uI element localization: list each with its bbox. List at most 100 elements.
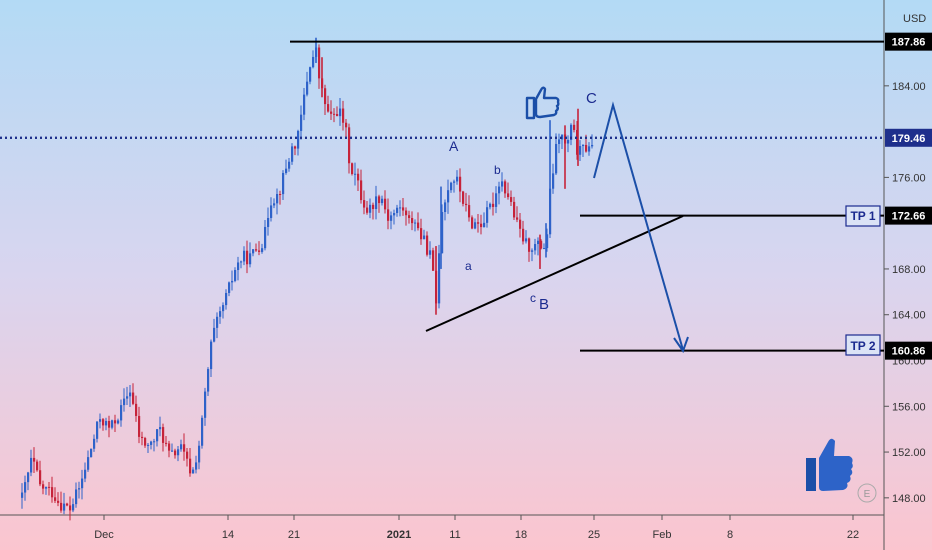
candle-body bbox=[234, 270, 237, 281]
candle-body bbox=[552, 173, 555, 189]
candle-body bbox=[339, 108, 342, 117]
candle-body bbox=[519, 219, 522, 229]
candle-body bbox=[543, 248, 546, 250]
candle-body bbox=[207, 369, 210, 392]
candle-body bbox=[93, 438, 96, 449]
candle-body bbox=[72, 504, 75, 511]
candle-body bbox=[69, 505, 72, 511]
candle-body bbox=[438, 253, 441, 304]
candle-body bbox=[87, 457, 90, 470]
candle-body bbox=[150, 441, 153, 445]
candle-body bbox=[78, 488, 81, 490]
candle-body bbox=[384, 198, 387, 210]
candle-body bbox=[486, 207, 489, 223]
candle-body bbox=[297, 130, 300, 149]
candle-body bbox=[408, 215, 411, 219]
candle-body bbox=[276, 194, 279, 204]
x-tick-label: 25 bbox=[588, 529, 600, 541]
x-tick-label: Feb bbox=[653, 529, 672, 541]
candle-body bbox=[573, 124, 576, 130]
price-tag-label: 179.46 bbox=[892, 133, 926, 145]
candle-body bbox=[432, 250, 435, 271]
candle-body bbox=[423, 235, 426, 240]
candle-body bbox=[483, 222, 486, 228]
candle-body bbox=[522, 228, 525, 242]
thumbs-up-outline-icon bbox=[525, 86, 560, 120]
candle-body bbox=[117, 420, 120, 424]
x-tick-label: 11 bbox=[449, 529, 460, 541]
candle-body bbox=[381, 198, 384, 204]
candle-body bbox=[153, 441, 156, 443]
candle-body bbox=[294, 146, 297, 149]
candle-body bbox=[375, 196, 378, 210]
candle-body bbox=[441, 212, 444, 254]
candle-body bbox=[588, 146, 591, 152]
projected-path bbox=[593, 101, 684, 351]
candle-body bbox=[273, 203, 276, 206]
candle-body bbox=[138, 415, 141, 437]
y-tick-label: 148.00 bbox=[892, 493, 926, 505]
candle-body bbox=[489, 203, 492, 208]
price-tag bbox=[885, 206, 932, 225]
candle-body bbox=[537, 240, 540, 245]
candle-body bbox=[144, 438, 147, 446]
price-tag bbox=[885, 341, 932, 360]
candle-body bbox=[126, 396, 129, 399]
candle-body bbox=[141, 436, 144, 439]
candle-body bbox=[210, 341, 213, 370]
candle-body bbox=[63, 503, 66, 511]
candle-body bbox=[570, 124, 573, 140]
candle-body bbox=[288, 161, 291, 169]
candle-body bbox=[24, 482, 27, 493]
candle-body bbox=[21, 492, 24, 498]
candle-body bbox=[213, 327, 216, 342]
candle-body bbox=[204, 391, 207, 418]
candle-body bbox=[468, 205, 471, 218]
candle-body bbox=[285, 168, 288, 173]
candle-body bbox=[396, 207, 399, 213]
candle-body bbox=[405, 210, 408, 216]
candle-body bbox=[102, 419, 105, 426]
candle-body bbox=[99, 419, 102, 422]
price-tag-label: 160.86 bbox=[892, 346, 926, 358]
candle-body bbox=[120, 405, 123, 421]
candle-body bbox=[312, 56, 315, 68]
candle-body bbox=[309, 67, 312, 82]
candle-body bbox=[426, 235, 429, 255]
candle-body bbox=[282, 172, 285, 195]
candle-body bbox=[360, 180, 363, 201]
tp2-label: TP 2 bbox=[845, 334, 881, 356]
candle-body bbox=[576, 129, 579, 155]
candle-body bbox=[342, 108, 345, 123]
candle-body bbox=[147, 444, 150, 446]
candle-body bbox=[378, 196, 381, 204]
candle-body bbox=[84, 469, 87, 479]
candle-body bbox=[240, 261, 243, 263]
candle-body bbox=[444, 202, 447, 213]
candle-body bbox=[354, 173, 357, 175]
candle-body bbox=[513, 201, 516, 218]
candle-body bbox=[129, 392, 132, 397]
candle-body bbox=[198, 445, 201, 463]
candle-body bbox=[510, 197, 513, 202]
candle-body bbox=[579, 146, 582, 155]
candle-body bbox=[474, 222, 477, 229]
candle-body bbox=[480, 223, 483, 228]
candle-body bbox=[330, 111, 333, 114]
y-tick-label: 168.00 bbox=[892, 264, 926, 276]
candle-body bbox=[387, 209, 390, 221]
candle-body bbox=[57, 500, 60, 503]
candle-body bbox=[48, 486, 51, 488]
candle-body bbox=[108, 420, 111, 428]
candle-body bbox=[453, 181, 456, 183]
candle-body bbox=[252, 249, 255, 254]
candle-body bbox=[267, 217, 270, 227]
candle-body bbox=[39, 470, 42, 485]
candle-body bbox=[336, 114, 339, 117]
price-tag-label: 187.86 bbox=[892, 37, 926, 49]
candle-body bbox=[222, 305, 225, 312]
candle-body bbox=[366, 207, 369, 213]
candle-body bbox=[192, 469, 195, 474]
candle-body bbox=[231, 280, 234, 283]
